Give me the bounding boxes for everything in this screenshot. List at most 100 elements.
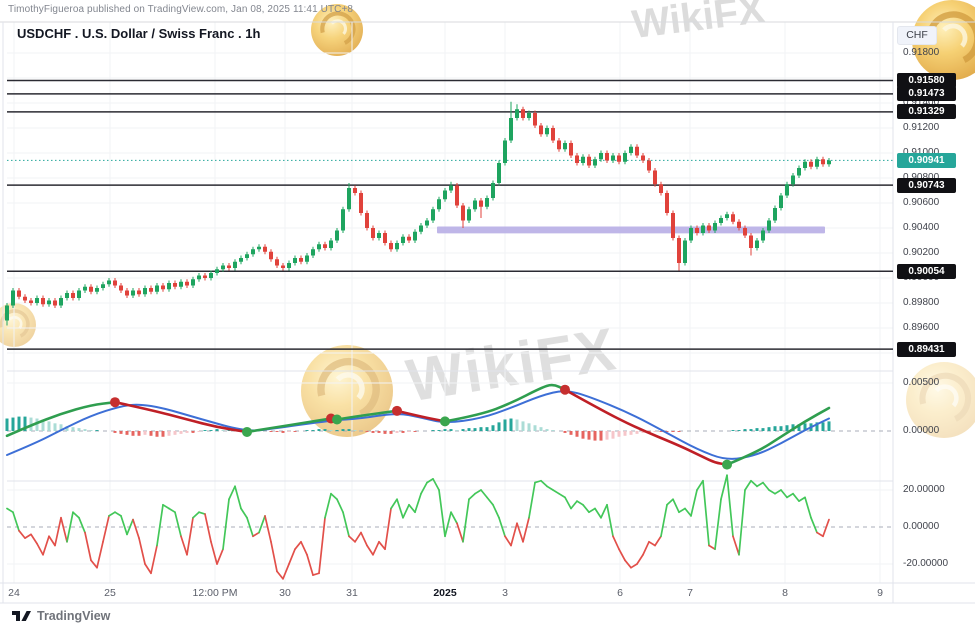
candle-body [443,190,447,200]
oscillator-segment [576,500,584,506]
macd-histogram-bar [731,430,735,431]
macd-histogram-bar [293,431,297,432]
oscillator-segment [300,540,308,556]
macd-histogram-bar [629,431,633,435]
macd-histogram-bar [659,431,663,432]
oscillator-segment [360,531,368,547]
macd-main-line-rising [5,400,117,438]
oscillator-segment [12,511,20,532]
macd-histogram-bar [125,431,129,435]
macd-reversal-dot-green [242,426,252,437]
candle-body [821,159,825,165]
wikifx-lion-icon [906,362,975,438]
macd-histogram-bar [563,431,567,433]
candle-body [167,283,171,290]
oscillator-segment [78,516,86,534]
oscillator-segment [402,503,410,519]
candle-body [257,246,261,250]
tradingview-brand-text: TradingView [37,609,111,623]
macd-histogram-bar [413,431,417,432]
oscillator-segment [168,507,176,514]
candlestick-series[interactable] [5,101,831,326]
macd-histogram-bar [137,431,141,436]
oscillator-segment [18,529,26,539]
macd-histogram-bar [371,431,375,433]
candle-body [227,265,231,268]
macd-histogram-bar [221,430,225,431]
candle-body [485,198,489,207]
macd-histogram-bar [95,430,99,431]
macd-histogram-bar [407,431,411,432]
candle-body [143,288,147,295]
macd-histogram-bar [473,428,477,431]
candle-body [185,281,189,286]
oscillator-segment [288,548,296,565]
oscillator-segment [204,513,212,543]
oscillator-segment [450,511,458,525]
macd-histogram-bar [821,422,825,431]
macd-histogram-bar [767,427,771,431]
macd-histogram-bar [545,429,549,431]
candle-body [689,228,693,241]
oscillator-segment [336,498,344,514]
oscillator-segment [444,511,452,538]
oscillator-segment [750,479,758,488]
oscillator-segment [96,540,104,569]
oscillator-segment [756,481,764,488]
tradingview-logo-icon[interactable] [11,608,32,624]
candle-body [641,155,645,161]
candle-body [509,118,513,141]
candle-body [263,246,267,252]
candle-body [635,146,639,156]
oscillator-segment [324,492,332,519]
macd-histogram-bar [215,429,219,431]
macd-histogram-bar [317,429,321,431]
candle-body [653,170,657,185]
candle-body [41,298,45,305]
oscillator-segment [600,503,608,519]
oscillator-segment [234,485,242,510]
oscillator-segment [690,489,698,517]
macd-histogram-bar [803,423,807,431]
macd-histogram-bar [401,431,405,433]
macd-histogram-bar [35,418,39,431]
oscillator-segment [492,503,500,519]
oscillator-segment [702,479,710,547]
macd-histogram-bar [119,431,123,434]
candle-body [413,231,417,241]
oscillator-segment [714,498,722,551]
oscillator-segment [696,479,704,491]
macd-histogram-bar [671,431,675,432]
oscillator-segment [774,489,782,495]
oscillator-segment [198,511,206,515]
oscillator-segment [240,507,248,519]
macd-histogram-bar [503,419,507,431]
candle-body [815,159,819,167]
candle-body [77,290,81,298]
oscillator-segment [708,544,716,551]
macd-histogram-bar [665,431,669,432]
macd-histogram-bar [347,429,351,431]
candle-body [221,265,225,270]
macd-main-line-falling [395,409,447,423]
macd-histogram-bar [275,431,279,432]
macd-histogram-bar [497,422,501,431]
candle-body [347,188,351,210]
oscillator-segment [516,522,524,543]
macd-histogram-bar [47,421,51,431]
candle-body [719,218,723,223]
candle-body [281,265,285,268]
macd-histogram-bar [623,431,627,436]
macd-histogram-bar [341,429,345,431]
candle-body [245,254,249,258]
macd-histogram-bar [461,429,465,431]
macd-histogram-bar [755,428,759,431]
oscillator-segment [306,553,314,576]
candle-body [89,286,93,292]
candle-body [305,255,309,262]
currency-badge[interactable]: CHF [897,26,937,45]
macd-histogram-bar [527,423,531,431]
oscillator-segment [822,518,830,538]
macd-histogram-bar [173,431,177,435]
